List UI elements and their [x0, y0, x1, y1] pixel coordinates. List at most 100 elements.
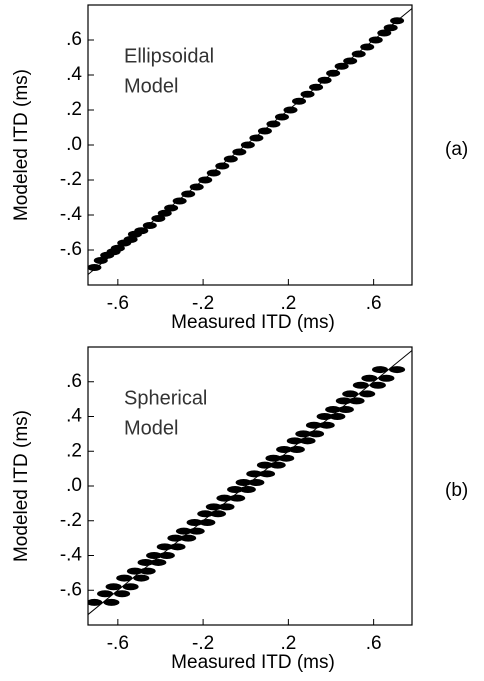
x-tick-label: -.6	[107, 293, 129, 314]
panel-label: (b)	[445, 480, 468, 501]
point	[169, 543, 186, 551]
point	[239, 485, 256, 493]
point	[383, 24, 398, 32]
point	[259, 470, 276, 478]
y-tick-label: -.6	[60, 239, 82, 260]
point	[186, 518, 203, 526]
point	[368, 36, 383, 44]
point	[359, 390, 376, 398]
point	[164, 204, 179, 212]
point	[360, 43, 375, 51]
point	[126, 567, 143, 575]
point	[151, 215, 166, 222]
annotation: Model	[124, 75, 178, 97]
point	[146, 552, 163, 559]
point	[139, 567, 156, 575]
point	[257, 127, 272, 135]
y-tick-label: .2	[66, 440, 82, 461]
point	[180, 534, 197, 542]
panel-label: (a)	[445, 139, 468, 160]
point	[235, 479, 252, 487]
point	[172, 197, 187, 205]
y-tick-label: .0	[66, 475, 82, 496]
point	[361, 374, 378, 382]
point	[103, 598, 120, 606]
point	[325, 406, 342, 414]
point	[110, 244, 125, 252]
point	[309, 83, 324, 91]
y-tick-label: -.2	[60, 169, 82, 190]
point	[266, 120, 281, 128]
point	[308, 430, 325, 438]
point	[93, 257, 108, 264]
x-tick-label: -.2	[192, 633, 214, 654]
point	[305, 421, 322, 429]
point	[158, 552, 175, 559]
point	[377, 29, 392, 37]
point	[248, 479, 265, 487]
y-tick-label: .0	[66, 134, 82, 155]
point	[342, 390, 359, 398]
point	[142, 222, 157, 229]
point	[116, 574, 133, 582]
x-tick-label: .6	[366, 633, 382, 654]
panel: -.6 -.2 .2 .6 .6 .4 .2 .0 -.2 -.4 -.6 Measured ITD …	[11, 346, 468, 673]
point	[292, 97, 307, 105]
point	[150, 558, 167, 566]
point	[334, 62, 349, 70]
point	[276, 446, 293, 454]
point	[274, 113, 289, 121]
point	[181, 190, 196, 198]
point	[218, 503, 235, 511]
point	[189, 183, 204, 191]
point	[389, 366, 406, 374]
point	[295, 430, 312, 438]
point	[378, 374, 395, 382]
point	[317, 76, 332, 84]
point	[199, 518, 216, 526]
point	[246, 470, 263, 478]
x-tick-label: .6	[366, 293, 382, 314]
y-tick-label: -.2	[60, 510, 82, 531]
point	[278, 454, 295, 462]
point	[216, 494, 233, 502]
point	[269, 461, 286, 469]
point	[134, 227, 149, 235]
point	[265, 454, 282, 462]
point	[351, 50, 366, 58]
point	[114, 590, 131, 598]
point	[240, 141, 255, 149]
annotation: Spherical	[124, 387, 207, 409]
y-tick-label: .4	[66, 64, 82, 85]
point	[156, 543, 173, 551]
y-axis-label: Modeled ITD (ms)	[11, 69, 32, 221]
point	[188, 527, 205, 535]
point	[88, 598, 103, 606]
point	[326, 69, 341, 77]
x-tick-label: -.2	[192, 293, 214, 314]
point	[205, 503, 222, 511]
point	[215, 162, 230, 170]
point	[369, 381, 386, 389]
point	[352, 381, 369, 389]
point	[299, 437, 316, 445]
y-tick-label: .4	[66, 406, 82, 427]
point	[232, 148, 247, 156]
point	[329, 413, 346, 420]
point	[167, 534, 184, 542]
point	[229, 494, 246, 502]
panel: -.6 -.2 .2 .6 .6 .4 .2 .0 -.2 -.4 -.6 Measured ITD …	[11, 4, 468, 333]
point	[318, 421, 335, 429]
point	[343, 57, 358, 65]
point	[137, 558, 154, 566]
point	[210, 510, 227, 518]
y-tick-label: -.6	[60, 579, 82, 600]
y-tick-label: .6	[66, 371, 82, 392]
point	[206, 169, 221, 177]
point	[348, 397, 365, 405]
annotation: Model	[124, 417, 178, 439]
point	[288, 446, 305, 454]
y-axis-label: Modeled ITD (ms)	[11, 410, 32, 562]
point	[223, 155, 238, 163]
